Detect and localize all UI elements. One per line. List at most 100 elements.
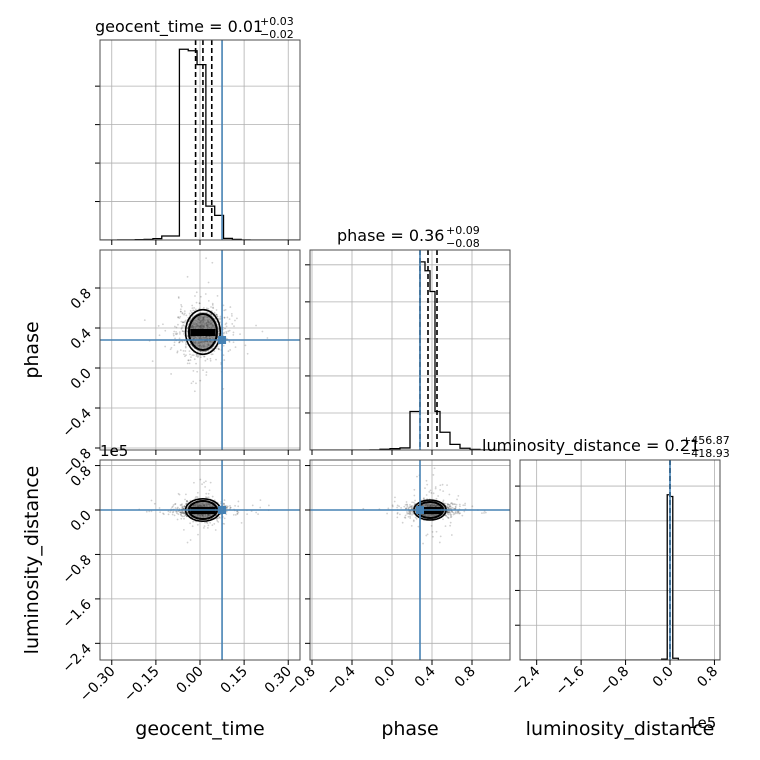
sample-point: [224, 327, 226, 330]
sample-point: [189, 353, 191, 356]
sample-point: [217, 348, 220, 351]
x-tick-label: −0.15: [121, 664, 163, 706]
sample-point: [483, 512, 485, 514]
sample-point: [447, 504, 449, 506]
sample-point: [190, 382, 193, 385]
contour-outer: [184, 308, 222, 356]
sample-point: [458, 512, 461, 515]
sample-point: [215, 518, 218, 520]
sample-point: [182, 528, 185, 531]
sample-point: [179, 511, 182, 514]
sample-point: [452, 507, 455, 510]
sample-point: [481, 512, 483, 515]
sample-point: [407, 507, 410, 510]
sample-point: [234, 346, 237, 349]
sample-point: [185, 343, 187, 346]
sample-point: [216, 519, 219, 522]
sample-point: [447, 516, 450, 519]
sample-point: [394, 496, 396, 499]
sample-point: [180, 305, 183, 308]
sample-point: [246, 352, 249, 355]
sample-point: [178, 493, 181, 496]
sample-point: [192, 369, 195, 372]
sample-point: [222, 304, 225, 307]
sample-point: [215, 358, 217, 361]
sample-point: [426, 533, 429, 536]
sample-point: [184, 345, 187, 348]
sample-point: [178, 341, 180, 344]
sample-point: [413, 494, 416, 497]
sample-point: [219, 321, 221, 324]
sample-point: [228, 329, 231, 332]
sample-point: [409, 517, 412, 519]
sample-point: [172, 332, 175, 335]
sample-point: [233, 325, 235, 328]
sample-point: [182, 321, 184, 324]
sample-point: [181, 330, 184, 332]
sample-point: [206, 522, 209, 525]
sample-point: [222, 387, 225, 390]
sample-point: [179, 315, 182, 318]
sample-point: [180, 514, 182, 516]
sample-point: [407, 512, 410, 515]
sample-point: [213, 350, 216, 352]
sample-point: [449, 513, 452, 516]
x-tick-label: 0.8: [694, 664, 721, 691]
sample-point: [184, 355, 186, 358]
sample-point: [197, 355, 200, 357]
title-geocent-time: geocent_time = 0.01: [95, 17, 263, 37]
sample-point: [196, 523, 199, 526]
sample-point: [425, 479, 428, 482]
sample-point: [441, 483, 444, 486]
sample-point: [190, 356, 192, 359]
sample-point: [209, 359, 212, 362]
sample-point: [434, 487, 437, 490]
sample-point: [205, 307, 208, 310]
sample-point: [446, 484, 448, 487]
sample-point: [181, 325, 184, 327]
sample-point: [164, 345, 167, 348]
sample-point: [411, 501, 414, 504]
sample-point: [229, 506, 232, 509]
sample-point: [211, 524, 214, 527]
sample-point: [219, 317, 221, 320]
sample-point: [223, 316, 226, 319]
sample-point: [222, 502, 225, 505]
sample-point: [186, 500, 188, 502]
sample-point: [222, 503, 225, 506]
x-tick-label: 0.0: [650, 664, 677, 691]
sample-point: [225, 337, 228, 340]
sample-point: [186, 362, 189, 365]
ylabel-phase: phase: [21, 321, 43, 378]
sample-point: [194, 295, 196, 297]
sample-point: [398, 513, 401, 516]
sample-point: [463, 510, 466, 513]
sample-point: [442, 500, 444, 503]
sample-point: [184, 514, 187, 517]
sample-point: [187, 359, 190, 362]
sample-point: [224, 308, 227, 311]
sample-point: [189, 359, 192, 361]
title-luminosity-distance-lower: −418.93: [682, 447, 730, 460]
sample-point: [176, 506, 179, 509]
sample-point: [223, 522, 226, 525]
sample-point: [212, 307, 215, 310]
sample-point: [181, 326, 183, 329]
sample-point: [455, 503, 458, 506]
sample-point: [432, 492, 435, 495]
sample-point: [422, 497, 425, 500]
title-phase: phase = 0.36: [337, 226, 444, 245]
sample-point: [410, 524, 413, 527]
sample-point: [214, 529, 217, 531]
sample-point: [447, 517, 450, 519]
histogram-phase: [310, 261, 510, 450]
sample-point: [453, 503, 455, 505]
xlabel-luminosity-distance: luminosity_distance: [526, 718, 715, 740]
sample-point: [236, 510, 239, 513]
sample-point: [205, 521, 208, 524]
sample-point: [205, 371, 208, 374]
sample-point: [226, 505, 229, 508]
sample-point: [183, 512, 186, 515]
sample-point: [452, 511, 455, 514]
sample-point: [405, 511, 408, 513]
